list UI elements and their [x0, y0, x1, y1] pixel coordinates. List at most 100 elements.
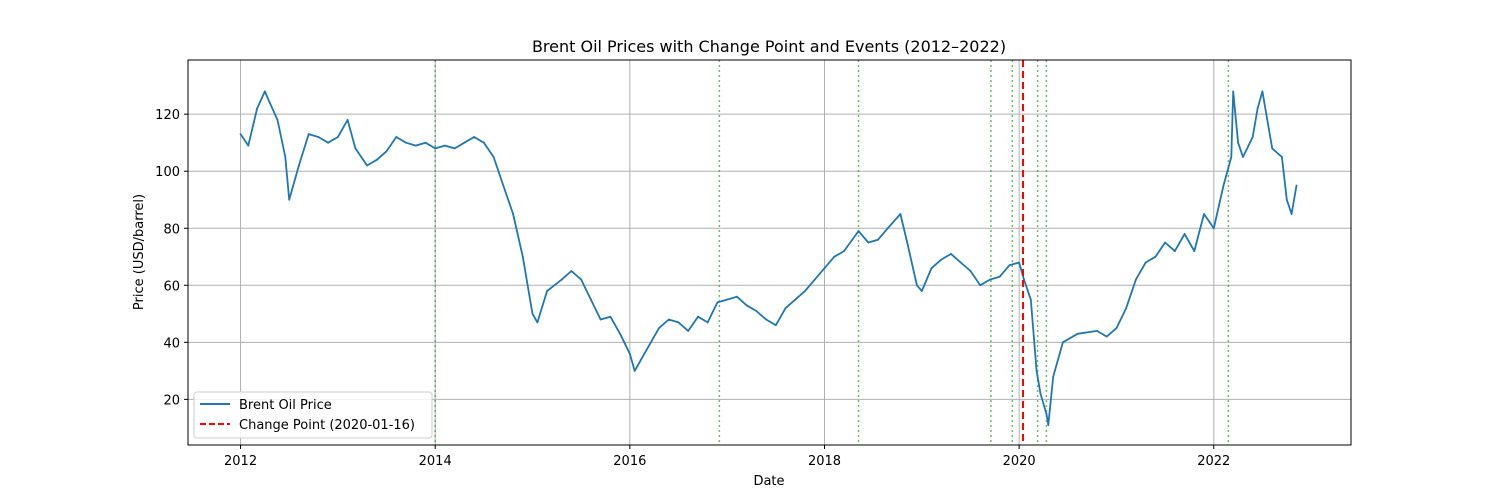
- data-point: [609, 315, 612, 318]
- data-point: [774, 324, 777, 327]
- x-tick-label: 2016: [613, 454, 646, 469]
- data-point: [886, 227, 889, 230]
- data-point: [1018, 261, 1020, 264]
- data-point: [570, 270, 573, 272]
- legend-label-change-point: Change Point (2020-01-16): [239, 418, 415, 433]
- data-point: [502, 184, 505, 187]
- data-point: [804, 290, 806, 292]
- y-axis-label: Price (USD/barrel): [132, 194, 147, 310]
- x-tick-label: 2012: [224, 454, 257, 469]
- data-point: [1295, 184, 1298, 187]
- data-point: [628, 352, 631, 355]
- data-point: [405, 141, 407, 144]
- data-point: [264, 90, 266, 93]
- data-point: [580, 278, 583, 281]
- series-line-brent: [239, 90, 1298, 426]
- chart-title: Brent Oil Prices with Change Point and E…: [532, 37, 1006, 56]
- data-point: [366, 164, 368, 167]
- y-tick-label: 100: [155, 165, 180, 180]
- data-point: [1261, 90, 1264, 93]
- data-point: [1164, 241, 1166, 244]
- data-point: [998, 275, 1001, 278]
- data-point: [784, 307, 787, 309]
- data-point: [1115, 327, 1118, 329]
- data-point: [284, 156, 287, 158]
- data-point: [899, 213, 902, 215]
- data-point: [239, 133, 242, 136]
- data-point: [268, 101, 271, 104]
- data-point: [337, 136, 339, 138]
- data-point: [643, 352, 646, 355]
- data-point: [1193, 250, 1196, 253]
- data-point: [276, 119, 279, 121]
- data-point: [298, 164, 300, 167]
- data-point: [823, 267, 826, 270]
- data-point: [1251, 136, 1254, 138]
- data-point: [1029, 298, 1032, 301]
- y-tick-label: 120: [155, 108, 180, 123]
- data-point: [590, 298, 592, 301]
- data-point: [1183, 233, 1186, 235]
- data-point: [940, 258, 943, 261]
- series-layer: [239, 90, 1298, 426]
- y-tick-label: 60: [163, 279, 180, 294]
- data-point: [857, 230, 860, 233]
- data-point: [444, 144, 446, 147]
- data-point: [726, 298, 729, 301]
- data-point: [1232, 90, 1235, 93]
- data-point: [1203, 213, 1205, 215]
- data-point: [1039, 392, 1042, 395]
- data-point: [1062, 341, 1064, 344]
- data-point: [1008, 264, 1011, 267]
- legend-label-series: Brent Oil Price: [239, 398, 332, 413]
- data-point: [1222, 184, 1225, 187]
- data-point: [833, 255, 836, 258]
- data-point: [1285, 198, 1288, 201]
- data-point: [969, 270, 972, 272]
- data-point: [346, 119, 349, 121]
- data-point: [288, 198, 291, 201]
- data-point: [765, 318, 767, 321]
- x-axis-ticks: 2012 2014 2016 2018 2020 2022: [224, 445, 1230, 469]
- data-point: [247, 144, 250, 147]
- data-point: [736, 295, 738, 298]
- data-point: [463, 141, 466, 144]
- x-axis-label: Date: [753, 474, 784, 489]
- data-point: [658, 327, 660, 329]
- data-point: [755, 310, 758, 312]
- data-point: [1281, 156, 1283, 158]
- data-point: [979, 284, 982, 287]
- y-tick-label: 80: [163, 222, 180, 237]
- data-point: [453, 147, 456, 150]
- grid: [188, 60, 1351, 445]
- data-point: [512, 213, 514, 215]
- data-point: [930, 267, 933, 270]
- data-point: [546, 290, 548, 292]
- data-point: [1052, 375, 1055, 378]
- data-point: [375, 158, 378, 161]
- data-point: [1154, 255, 1157, 258]
- data-point: [385, 150, 388, 153]
- data-point: [307, 133, 310, 136]
- data-point: [536, 321, 539, 324]
- data-point: [414, 144, 417, 147]
- data-point: [256, 107, 258, 110]
- data-point: [1135, 278, 1137, 281]
- x-tick-label: 2020: [1003, 454, 1036, 469]
- data-point: [1045, 412, 1048, 415]
- data-point: [1035, 370, 1038, 372]
- data-point: [1076, 332, 1079, 335]
- data-point: [916, 284, 918, 287]
- data-point: [531, 312, 534, 315]
- data-point: [1047, 424, 1050, 426]
- data-point: [1237, 141, 1239, 144]
- data-point: [1290, 213, 1293, 215]
- data-point: [483, 141, 485, 144]
- data-point: [1271, 147, 1274, 150]
- data-point: [843, 250, 845, 253]
- data-point: [1212, 227, 1215, 230]
- data-point: [560, 278, 563, 281]
- data-point: [813, 278, 816, 281]
- axes-frame: [187, 59, 1352, 446]
